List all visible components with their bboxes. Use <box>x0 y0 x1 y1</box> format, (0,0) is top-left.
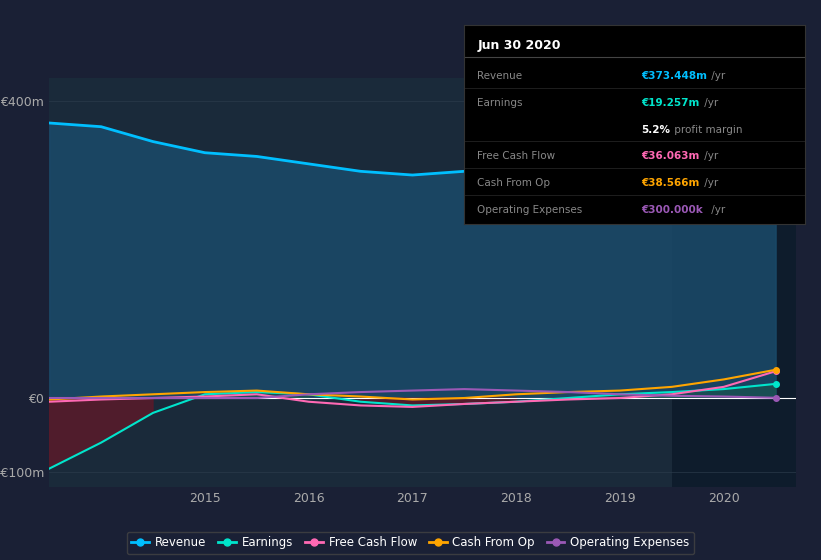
Text: Cash From Op: Cash From Op <box>478 178 551 188</box>
Text: /yr: /yr <box>701 178 718 188</box>
Legend: Revenue, Earnings, Free Cash Flow, Cash From Op, Operating Expenses: Revenue, Earnings, Free Cash Flow, Cash … <box>126 531 695 554</box>
Text: Revenue: Revenue <box>478 71 523 81</box>
Text: /yr: /yr <box>709 205 726 215</box>
Text: €19.257m: €19.257m <box>641 98 699 108</box>
Text: €300.000k: €300.000k <box>641 205 703 215</box>
Text: /yr: /yr <box>701 98 718 108</box>
Text: Earnings: Earnings <box>478 98 523 108</box>
Text: /yr: /yr <box>701 151 718 161</box>
Text: /yr: /yr <box>709 71 726 81</box>
Text: Free Cash Flow: Free Cash Flow <box>478 151 556 161</box>
Text: Operating Expenses: Operating Expenses <box>478 205 583 215</box>
Text: €373.448m: €373.448m <box>641 71 707 81</box>
Text: Jun 30 2020: Jun 30 2020 <box>478 39 561 52</box>
Bar <box>672 78 796 487</box>
Text: 5.2%: 5.2% <box>641 125 670 134</box>
Text: profit margin: profit margin <box>671 125 742 134</box>
Text: €38.566m: €38.566m <box>641 178 699 188</box>
Text: €36.063m: €36.063m <box>641 151 699 161</box>
